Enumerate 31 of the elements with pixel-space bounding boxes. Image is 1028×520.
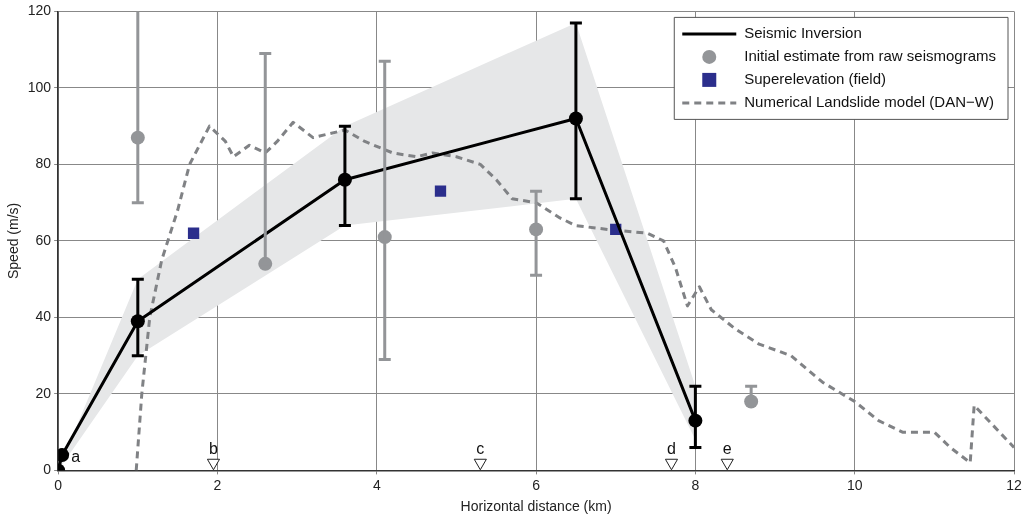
legend-label: Initial estimate from raw seismograms [744,47,996,65]
x-tick-label: 6 [532,476,541,493]
y-tick-label: 0 [43,461,52,478]
x-tick-label: 0 [54,476,63,493]
y-tick-label: 100 [27,78,52,95]
point [664,458,679,471]
annotation: e [722,439,732,457]
point [187,227,200,239]
legend-label: Numerical Landslide model (DAN−W) [744,93,994,111]
annotation: a [71,447,81,465]
y-tick-label: 40 [35,308,52,325]
point [720,458,734,471]
x-tick-label: 4 [372,476,381,493]
annotation: b [209,439,219,457]
x-tick-label: 8 [691,476,700,493]
legend-label: Superelevation (field) [744,70,887,88]
point [434,185,447,197]
y-tick-label: 60 [35,231,52,248]
legend-label: Seismic Inversion [744,24,862,42]
point [473,458,487,471]
y-axis-title: Speed (m/s) [5,202,22,280]
annotation: d [667,439,676,457]
y-tick-label: 120 [27,2,52,19]
x-tick-label: 2 [213,476,222,493]
x-axis-title: Horizontal distance (km) [460,498,612,515]
x-tick-label: 12 [1006,476,1022,493]
point [206,458,221,471]
y-tick-label: 80 [35,155,52,172]
y-tick-label: 20 [35,384,52,401]
annotation: c [476,439,485,457]
x-tick-label: 10 [846,476,863,493]
